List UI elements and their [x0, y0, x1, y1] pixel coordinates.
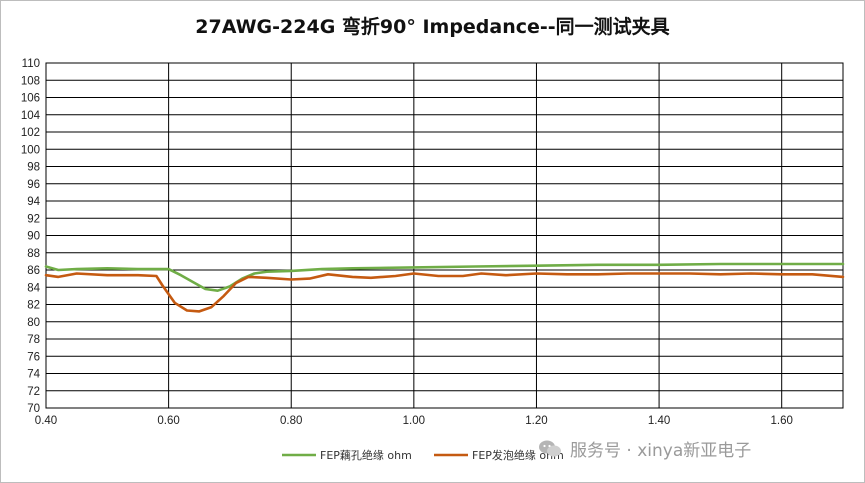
y-tick-label: 88 [27, 248, 40, 260]
y-tick-label: 82 [27, 300, 40, 312]
legend: FEP藕孔绝缘 ohm FEP发泡绝缘 ohm [282, 448, 564, 462]
y-tick-label: 94 [27, 196, 40, 208]
y-tick-label: 74 [27, 369, 40, 381]
legend-label-2: FEP发泡绝缘 ohm [472, 448, 564, 462]
x-tick-label: 0.80 [280, 415, 302, 427]
chart-title: 27AWG-224G 弯折90° Impedance--同一测试夹具 [195, 16, 670, 38]
y-tick-label: 92 [27, 213, 40, 225]
watermark-text: 服务号 · xinya新亚电子 [570, 441, 752, 461]
y-tick-label: 96 [27, 179, 40, 191]
y-tick-label: 90 [27, 231, 40, 243]
y-tick-label: 98 [27, 162, 40, 174]
series-lines [44, 262, 845, 313]
legend-label-1: FEP藕孔绝缘 ohm [320, 448, 412, 462]
x-tick-label: 1.00 [403, 415, 425, 427]
x-tick-label: 0.40 [35, 415, 57, 427]
series-line-1 [44, 262, 845, 292]
y-tick-label: 102 [21, 127, 40, 139]
x-tick-label: 0.60 [157, 415, 179, 427]
y-tick-labels: 70 72 74 76 78 80 82 84 86 88 90 92 94 96 98 100 102 104 1… [21, 58, 41, 415]
y-tick-label: 106 [21, 93, 40, 105]
y-tick-label: 72 [27, 386, 40, 398]
wechat-bubble-icon [538, 439, 562, 459]
grid-lines [45, 62, 844, 409]
x-tick-label: 1.20 [525, 415, 547, 427]
y-tick-label: 100 [21, 144, 40, 156]
y-tick-label: 70 [27, 403, 40, 415]
x-tick-labels: 0.40 0.60 0.80 1.00 1.20 1.40 1.60 [35, 415, 793, 427]
watermark: 服务号 · xinya新亚电子 [538, 436, 751, 461]
x-tick-label: 1.60 [770, 415, 792, 427]
x-tick-label: 1.40 [648, 415, 670, 427]
y-tick-label: 78 [27, 334, 40, 346]
y-tick-label: 110 [22, 58, 40, 70]
series-line-2 [44, 272, 845, 313]
y-tick-label: 104 [21, 110, 41, 122]
y-tick-label: 80 [27, 317, 40, 329]
y-tick-label: 86 [27, 265, 40, 277]
y-tick-label: 108 [21, 75, 40, 87]
y-tick-label: 84 [27, 282, 40, 294]
y-tick-label: 76 [27, 351, 40, 363]
